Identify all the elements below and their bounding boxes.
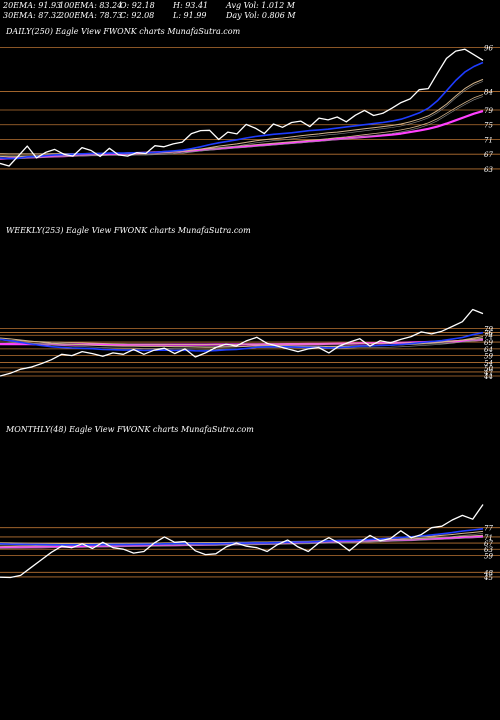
daily-y-tick-label: 84 (484, 89, 493, 97)
daily-chart-title: DAILY(250) Eagle View FWONK charts Munaf… (5, 27, 241, 36)
ema30-value: 30EMA: 87.32 (3, 11, 62, 20)
daily-ema200-line (0, 110, 484, 160)
daily-ema100-band-line (0, 96, 484, 157)
monthly-y-tick-label: 67 (484, 540, 493, 548)
monthly-y-tick-label: 45 (483, 574, 493, 582)
ema100-value: 100EMA: 83.24 (59, 1, 123, 10)
ema20-value: 20EMA: 91.93 (3, 1, 62, 10)
daily-price-line (0, 48, 484, 167)
close-value: C: 92.08 (120, 11, 155, 20)
daily-ema20-line (0, 61, 484, 160)
monthly-chart-title: MONTHLY(48) Eagle View FWONK charts Muna… (5, 425, 254, 434)
weekly-ema100-line (0, 337, 484, 345)
monthly-y-tick-label: 77 (484, 525, 493, 533)
weekly-y-tick-label: 50 (484, 365, 493, 373)
daily-y-tick-label: 71 (484, 136, 493, 144)
weekly-y-tick-label: 59 (484, 353, 493, 361)
day-volume-value: Day Vol: 0.806 M (226, 11, 296, 20)
weekly-y-tick-label: 76 (484, 330, 493, 338)
weekly-ema20-line (0, 331, 484, 352)
monthly-y-tick-label: 59 (484, 552, 493, 560)
avg-volume-value: Avg Vol: 1.012 M (226, 1, 295, 10)
indicator-stats: 20EMA: 91.93100EMA: 83.24O: 92.18 H: 93.4… (3, 1, 296, 21)
stats-row-2: 30EMA: 87.32200EMA: 78.73C: 92.08 L: 91.9… (3, 11, 296, 21)
weekly-y-tick-label: 47 (483, 369, 493, 377)
open-value: O: 92.18 (120, 1, 155, 10)
daily-y-tick-label: 75 (484, 122, 493, 130)
weekly-y-tick-label: 64 (484, 346, 493, 354)
monthly-y-tick-label: 48 (483, 569, 493, 577)
stats-row-1: 20EMA: 91.93100EMA: 83.24O: 92.18 H: 93.4… (3, 1, 295, 11)
ema200-value: 200EMA: 78.73 (59, 11, 123, 20)
weekly-price-line (0, 308, 484, 377)
monthly-price-line (0, 504, 484, 579)
daily-y-tick-label: 79 (484, 107, 493, 115)
weekly-y-tick-label: 69 (484, 339, 493, 347)
high-value: H: 93.41 (173, 1, 209, 10)
weekly-chart-title: WEEKLY(253) Eagle View FWONK charts Muna… (6, 226, 251, 235)
weekly-y-tick-label: 79 (484, 326, 493, 334)
monthly-y-tick-label: 63 (484, 546, 493, 554)
low-value: L: 91.99 (173, 11, 207, 20)
daily-y-tick-label: 63 (484, 166, 493, 174)
weekly-y-tick-label: 74 (484, 332, 493, 340)
daily-y-tick-label: 96 (484, 44, 493, 52)
monthly-y-tick-label: 71 (484, 534, 493, 542)
daily-y-tick-label: 67 (484, 151, 493, 159)
weekly-y-tick-label: 44 (483, 373, 493, 381)
daily-ema30-band-line (0, 81, 484, 160)
weekly-y-tick-label: 54 (484, 359, 493, 367)
